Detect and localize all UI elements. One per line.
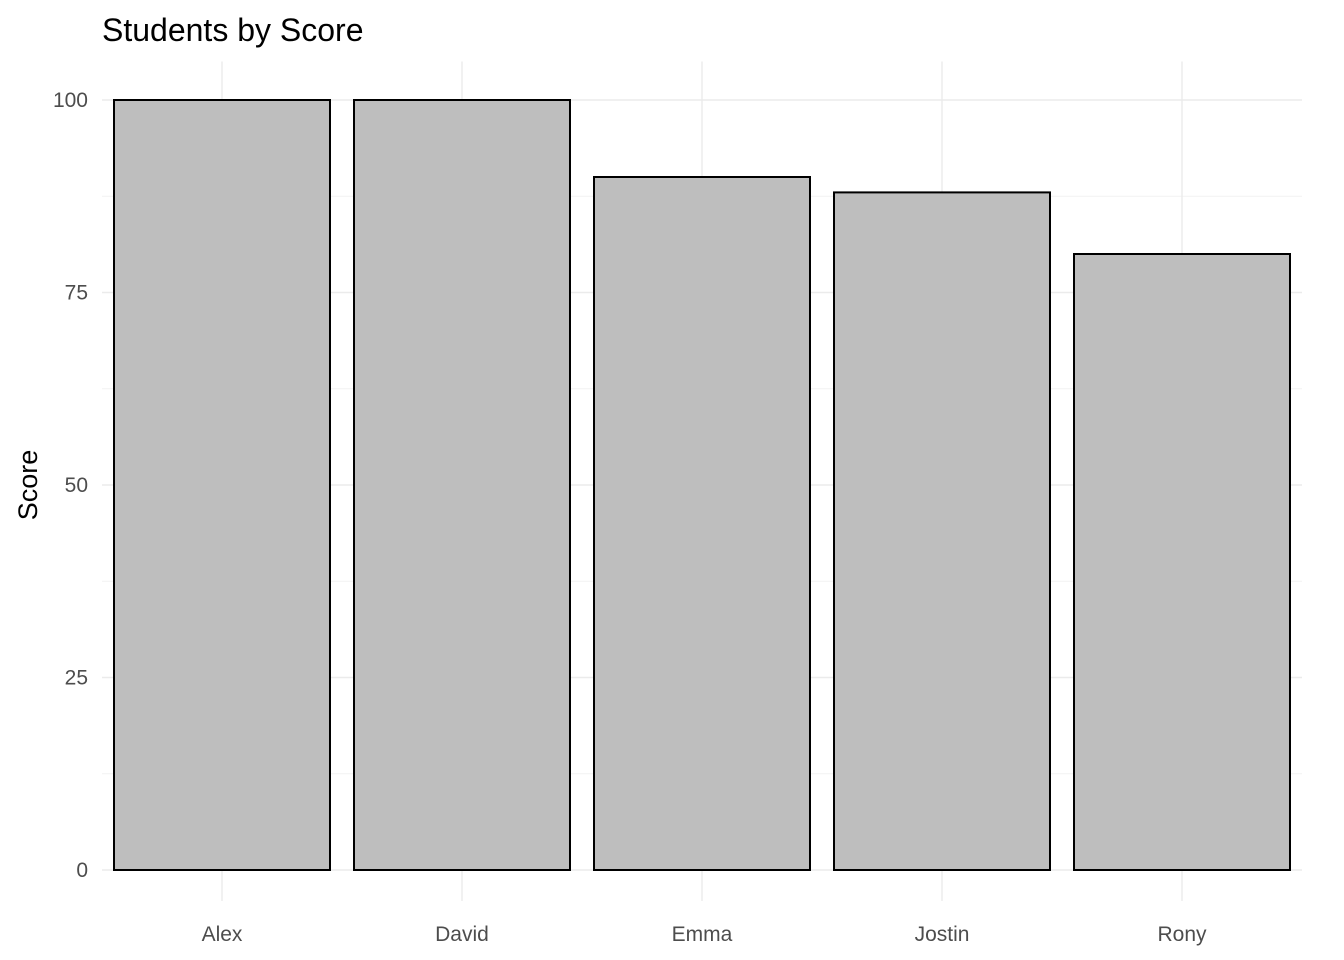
y-tick-label: 0 bbox=[76, 859, 88, 882]
bar-jostin bbox=[833, 191, 1051, 871]
x-tick-label: Jostin bbox=[915, 923, 970, 946]
x-tick-label: Alex bbox=[202, 923, 243, 946]
x-axis-tick-labels: Alex David Emma Jostin Rony bbox=[202, 923, 1207, 946]
y-tick-label: 100 bbox=[53, 89, 88, 112]
y-axis-title: Score bbox=[13, 450, 43, 521]
bar-alex bbox=[113, 99, 331, 871]
y-axis-tick-labels: 0 25 50 75 100 bbox=[53, 89, 88, 882]
y-tick-label: 75 bbox=[65, 282, 88, 305]
bar-david bbox=[353, 99, 571, 871]
y-tick-label: 50 bbox=[65, 474, 88, 497]
bar-rony bbox=[1073, 253, 1291, 871]
bar-emma bbox=[593, 176, 811, 871]
bars bbox=[113, 99, 1291, 871]
y-tick-label: 25 bbox=[65, 667, 88, 690]
x-tick-label: Emma bbox=[672, 923, 733, 946]
x-tick-label: Rony bbox=[1157, 923, 1207, 946]
chart-title: Students by Score bbox=[102, 12, 363, 48]
x-tick-label: David bbox=[435, 923, 489, 946]
